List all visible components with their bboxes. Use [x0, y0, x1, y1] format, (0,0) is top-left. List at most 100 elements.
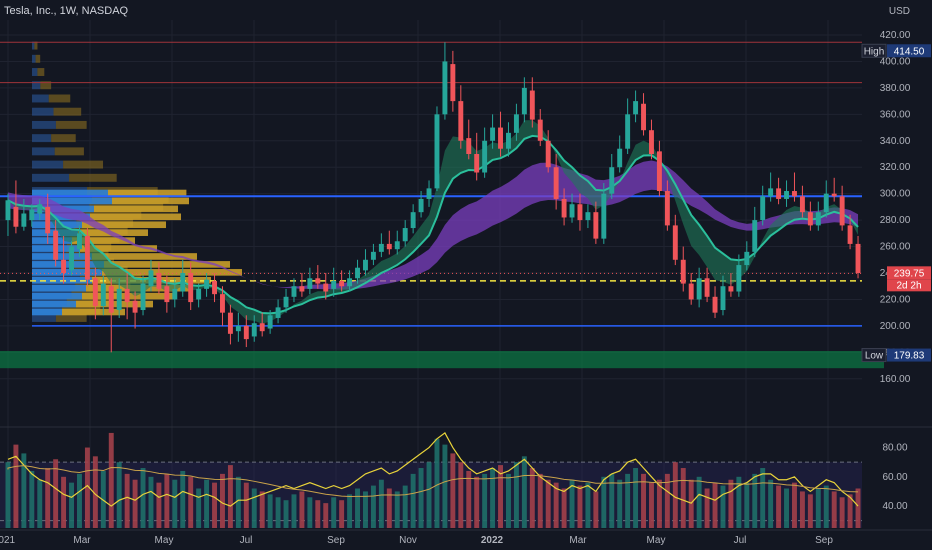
profile-value-area-blue — [32, 269, 102, 276]
volume-bar — [521, 456, 527, 528]
volume-bar — [323, 503, 329, 528]
volume-bar — [696, 476, 702, 528]
candle-body — [553, 167, 559, 199]
volume-bar — [235, 476, 241, 528]
candle-body — [529, 90, 535, 120]
profile-bar-blue — [32, 134, 52, 143]
price-tick-label: 340.00 — [880, 136, 911, 147]
volume-bar — [561, 488, 567, 528]
price-tick-label: 400.00 — [880, 56, 911, 67]
time-tick-label: Sep — [327, 535, 345, 546]
profile-value-area-yellow — [104, 261, 230, 268]
countdown-text: 2d 2h — [896, 280, 921, 291]
volume-bar — [196, 488, 202, 528]
candle-body — [768, 188, 774, 197]
volume-bar — [736, 476, 742, 528]
price-tick-label: 260.00 — [880, 242, 911, 253]
volume-bar — [77, 473, 82, 528]
candle-body — [561, 198, 567, 218]
candle-body — [418, 198, 424, 213]
candle-body — [243, 325, 249, 340]
volume-bar — [569, 479, 575, 528]
volume-bar — [776, 485, 782, 528]
price-tick-label: 380.00 — [880, 83, 911, 94]
volume-bar — [839, 497, 845, 528]
volume-bar — [13, 444, 19, 528]
candle-body — [672, 225, 678, 260]
profile-value-area-blue — [32, 253, 92, 260]
volume-bar — [355, 488, 360, 528]
profile-bar-blue — [32, 160, 64, 169]
profile-bar-yellow — [37, 68, 45, 76]
volume-bar — [752, 473, 758, 528]
profile-bar-yellow — [69, 173, 117, 182]
volume-bar — [124, 473, 130, 528]
candle-body — [847, 225, 853, 244]
candle-body — [688, 283, 694, 300]
candle-body — [426, 188, 432, 199]
candle-body — [227, 312, 233, 334]
profile-value-area-blue — [32, 308, 62, 316]
profile-value-area-blue — [32, 237, 72, 244]
volume-bar — [275, 497, 281, 528]
profile-value-area-blue — [32, 284, 86, 292]
time-tick-label: Jul — [734, 535, 747, 546]
volume-bar — [482, 473, 488, 528]
last-price-badge-value-box — [887, 266, 931, 280]
volume-bar — [545, 479, 551, 528]
time-tick-label: Mar — [73, 535, 91, 546]
volume-bar — [259, 491, 265, 528]
time-tick-label: 2021 — [0, 535, 16, 546]
candle-body — [196, 288, 202, 300]
currency-label: USD — [888, 6, 910, 17]
candle-body — [839, 196, 845, 226]
candle-body — [513, 114, 519, 133]
volume-bar — [220, 473, 225, 528]
candle-body — [116, 288, 122, 311]
profile-value-area-yellow — [108, 189, 187, 197]
volume-bar — [156, 482, 162, 528]
volume-bar — [148, 476, 154, 528]
volume-bar — [267, 494, 273, 528]
profile-bar-yellow — [35, 54, 41, 63]
profile-value-area-yellow — [62, 308, 125, 316]
volume-bar — [394, 491, 400, 528]
low-badge-label: Low — [865, 351, 884, 362]
volume-bar — [585, 482, 591, 528]
candle-body — [752, 220, 758, 252]
profile-value-area-yellow — [102, 269, 242, 276]
volume-bar — [291, 494, 297, 528]
candle-body — [61, 259, 67, 273]
volume-bar — [768, 479, 774, 528]
candle-body — [220, 294, 225, 313]
price-tick-label: 320.00 — [880, 162, 911, 173]
volume-bar — [347, 494, 353, 528]
profile-bar-blue — [32, 41, 35, 50]
candle-body — [307, 278, 313, 289]
volume-bar — [664, 473, 670, 528]
volume-bar — [672, 462, 678, 528]
candle-body — [323, 283, 329, 292]
volume-bar — [474, 476, 480, 528]
candle-body — [784, 191, 789, 199]
candle-body — [378, 243, 384, 252]
candle-body — [394, 241, 400, 250]
candle-body — [585, 212, 591, 221]
volume-bar — [434, 438, 440, 528]
volume-bar — [29, 470, 35, 528]
volume-bar — [331, 497, 337, 528]
profile-value-area-yellow — [94, 205, 178, 213]
candle-body — [656, 151, 662, 192]
volume-bar — [84, 447, 90, 528]
volume-bar — [744, 482, 750, 528]
volume-bar — [593, 491, 599, 528]
price-tick-label: 200.00 — [880, 321, 911, 332]
profile-value-area-yellow — [80, 245, 157, 252]
support-zone-band — [0, 351, 884, 369]
candle-body — [140, 283, 146, 311]
candle-body — [506, 132, 511, 149]
volume-bar — [513, 462, 519, 528]
candle-body — [45, 206, 51, 234]
volume-bar — [847, 494, 853, 528]
